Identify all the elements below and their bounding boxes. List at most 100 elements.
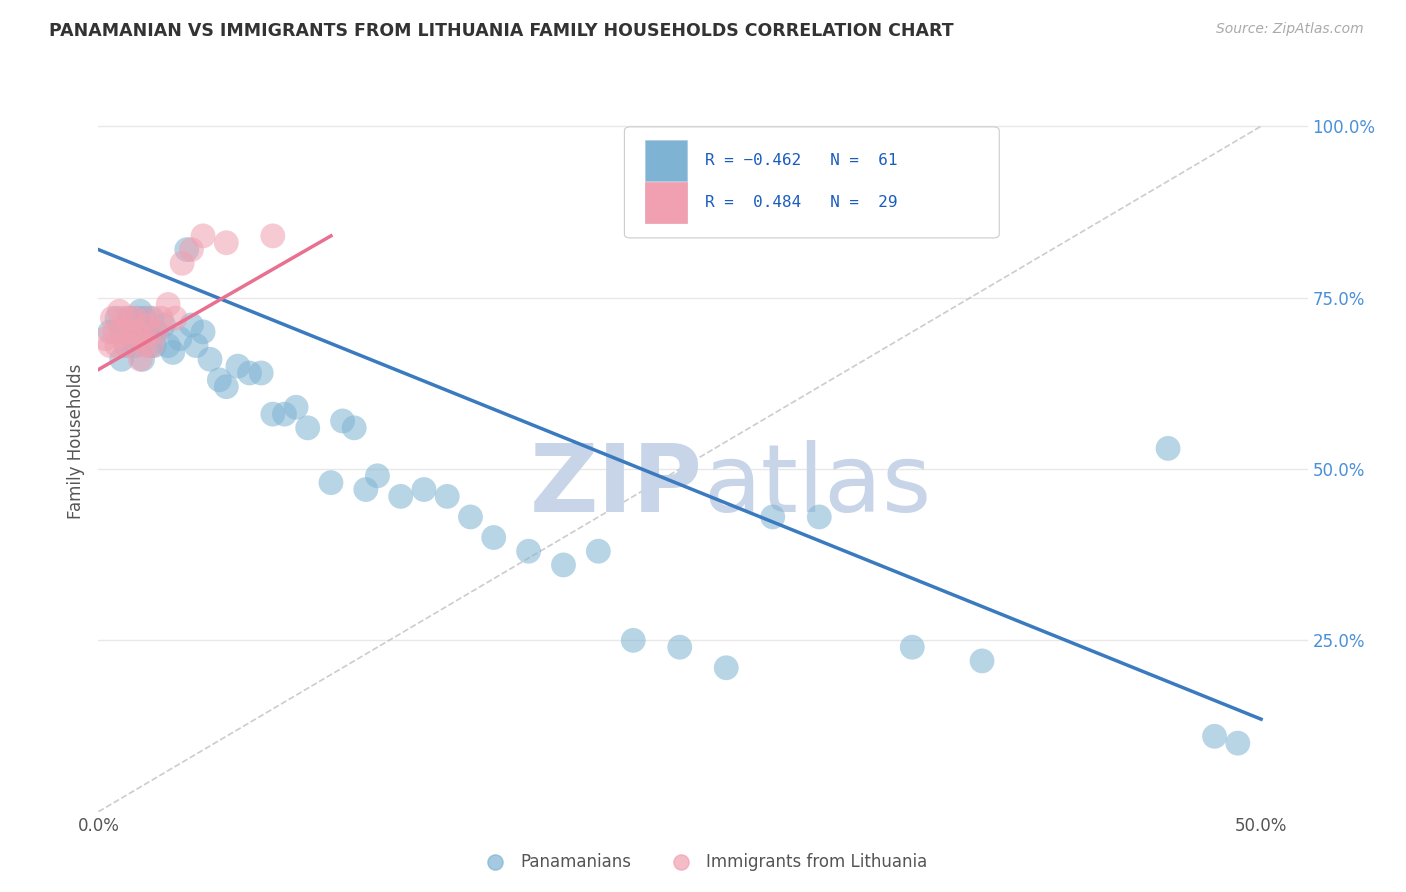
Point	[141, 338, 163, 352]
Point	[354, 483, 377, 497]
Point	[176, 243, 198, 257]
Point	[120, 311, 142, 326]
Point	[94, 332, 117, 346]
Point	[134, 332, 156, 346]
Point	[111, 325, 134, 339]
Point	[191, 228, 214, 243]
Point	[143, 338, 166, 352]
Point	[101, 311, 124, 326]
Point	[1226, 736, 1249, 750]
Point	[215, 380, 238, 394]
Point	[460, 510, 482, 524]
Point	[172, 256, 194, 270]
Text: ZIP: ZIP	[530, 440, 703, 532]
Point	[184, 338, 207, 352]
Point	[970, 654, 993, 668]
Text: R = −0.462   N =  61: R = −0.462 N = 61	[706, 153, 898, 168]
Point	[198, 352, 221, 367]
Point	[389, 489, 412, 503]
Point	[122, 318, 145, 332]
Point	[332, 414, 354, 428]
Point	[131, 352, 153, 367]
Point	[145, 325, 167, 339]
Point	[127, 325, 149, 339]
Point	[366, 468, 388, 483]
Point	[1157, 442, 1180, 456]
Point	[127, 311, 149, 326]
Point	[134, 338, 156, 352]
Point	[165, 311, 187, 326]
Point	[136, 318, 159, 332]
FancyBboxPatch shape	[645, 183, 688, 223]
Point	[436, 489, 458, 503]
Legend: Panamanians, Immigrants from Lithuania: Panamanians, Immigrants from Lithuania	[472, 847, 934, 878]
Point	[111, 325, 134, 339]
Point	[191, 325, 214, 339]
Text: R =  0.484   N =  29: R = 0.484 N = 29	[706, 195, 898, 211]
Point	[152, 318, 174, 332]
Point	[111, 352, 134, 367]
Point	[343, 421, 366, 435]
Point	[553, 558, 575, 572]
Point	[138, 311, 160, 326]
Point	[180, 243, 202, 257]
Point	[138, 338, 160, 352]
Point	[122, 332, 145, 346]
Point	[762, 510, 785, 524]
Point	[129, 325, 152, 339]
Point	[180, 318, 202, 332]
Point	[129, 304, 152, 318]
Point	[273, 407, 295, 421]
Point	[215, 235, 238, 250]
Point	[239, 366, 262, 380]
Text: PANAMANIAN VS IMMIGRANTS FROM LITHUANIA FAMILY HOUSEHOLDS CORRELATION CHART: PANAMANIAN VS IMMIGRANTS FROM LITHUANIA …	[49, 22, 953, 40]
Point	[104, 325, 127, 339]
Point	[716, 661, 738, 675]
Point	[517, 544, 540, 558]
Point	[668, 640, 690, 655]
Point	[124, 338, 146, 352]
Point	[105, 311, 128, 326]
Point	[250, 366, 273, 380]
Point	[482, 531, 505, 545]
Point	[208, 373, 231, 387]
Y-axis label: Family Households: Family Households	[66, 364, 84, 519]
Point	[105, 338, 128, 352]
Point	[162, 345, 184, 359]
Point	[124, 311, 146, 326]
Point	[621, 633, 644, 648]
FancyBboxPatch shape	[645, 140, 688, 181]
Point	[122, 332, 145, 346]
Point	[157, 297, 180, 311]
Point	[1204, 729, 1226, 743]
Point	[141, 311, 163, 326]
Point	[108, 304, 131, 318]
Point	[169, 332, 191, 346]
Text: atlas: atlas	[703, 440, 931, 532]
Point	[262, 228, 284, 243]
Point	[150, 311, 173, 326]
Point	[131, 332, 153, 346]
Point	[134, 311, 156, 326]
Point	[262, 407, 284, 421]
Point	[112, 311, 135, 326]
Point	[285, 401, 308, 415]
Point	[901, 640, 924, 655]
FancyBboxPatch shape	[624, 127, 1000, 238]
Point	[808, 510, 831, 524]
Point	[98, 325, 121, 339]
Point	[118, 325, 141, 339]
Point	[319, 475, 342, 490]
Point	[129, 352, 152, 367]
Point	[157, 338, 180, 352]
Point	[588, 544, 610, 558]
Point	[115, 338, 138, 352]
Point	[98, 338, 121, 352]
Point	[297, 421, 319, 435]
Point	[413, 483, 436, 497]
Point	[118, 311, 141, 326]
Text: Source: ZipAtlas.com: Source: ZipAtlas.com	[1216, 22, 1364, 37]
Point	[145, 325, 167, 339]
Point	[115, 338, 138, 352]
Point	[226, 359, 249, 373]
